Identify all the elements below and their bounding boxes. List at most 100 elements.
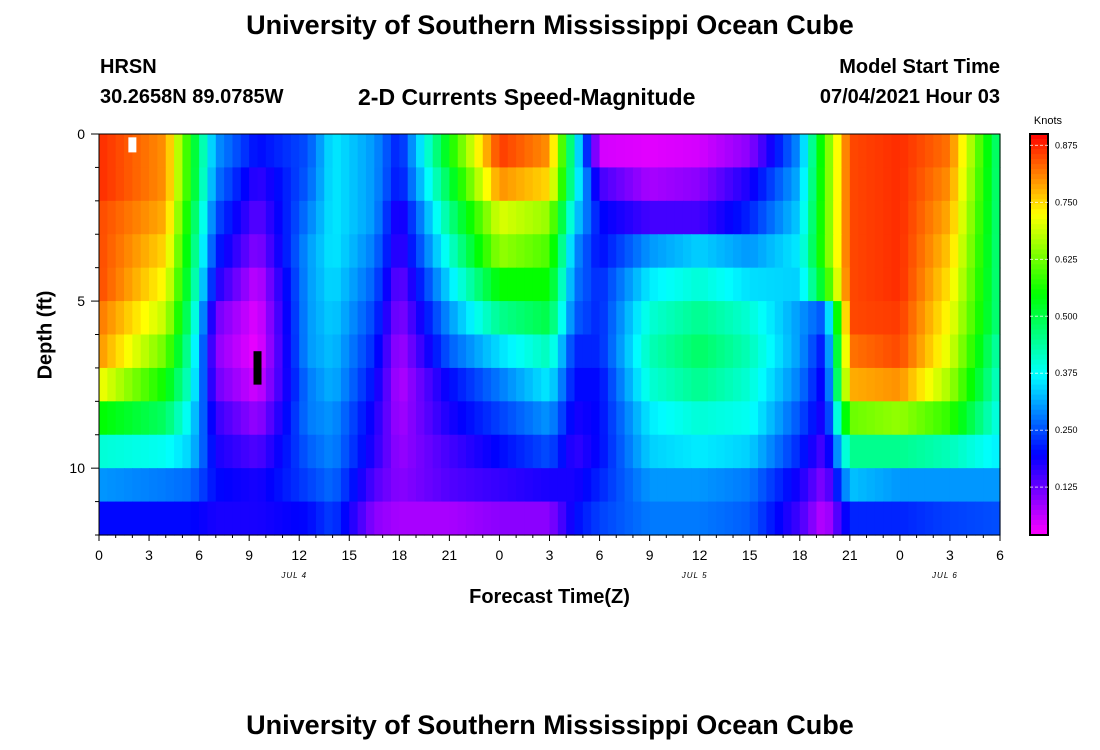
heatmap-cell	[132, 134, 142, 169]
heatmap-cell	[232, 401, 242, 436]
heatmap-cell	[758, 301, 767, 336]
heatmap-cell	[532, 267, 542, 302]
heatmap-cell	[115, 234, 125, 269]
heatmap-cell	[516, 200, 526, 235]
heatmap-cell	[340, 200, 350, 235]
heatmap-cell	[349, 334, 359, 369]
heatmap-cell	[365, 401, 375, 436]
heatmap-cell	[983, 468, 993, 503]
heatmap-cell	[482, 434, 492, 469]
heatmap-cell	[891, 301, 901, 336]
heatmap-cell	[716, 401, 726, 436]
heatmap-cell	[132, 334, 142, 369]
heatmap-cell	[224, 468, 234, 503]
heatmap-cell	[457, 167, 467, 202]
heatmap-cell	[733, 234, 742, 269]
heatmap-cell	[874, 134, 884, 169]
station-label: HRSN	[100, 56, 157, 78]
heatmap-cell	[808, 334, 818, 369]
heatmap-cell	[374, 134, 384, 169]
heatmap-cell	[849, 367, 859, 402]
heatmap-cell	[140, 434, 150, 469]
heatmap-cell	[816, 501, 826, 536]
heatmap-cell	[466, 234, 476, 269]
colorbar-segment	[1030, 219, 1048, 225]
heatmap-cell	[190, 234, 200, 269]
heatmap-cell	[274, 301, 284, 336]
colorbar-segment	[1030, 474, 1048, 481]
heatmap-cell	[174, 468, 184, 503]
heatmap-cell	[774, 468, 784, 503]
heatmap-cell	[716, 334, 726, 369]
heatmap-cell	[382, 134, 392, 169]
heatmap-cell	[232, 200, 242, 235]
heatmap-cell	[916, 167, 926, 202]
heatmap-cell	[833, 200, 843, 235]
heatmap-cell	[182, 234, 192, 269]
heatmap-cell	[532, 367, 542, 402]
heatmap-cell	[699, 267, 709, 302]
heatmap-cell	[557, 367, 567, 402]
heatmap-cell	[966, 501, 976, 536]
colorbar-segment	[1030, 384, 1048, 391]
heatmap-cell	[858, 468, 868, 503]
heatmap-cell	[265, 134, 275, 169]
heatmap-cell	[774, 234, 784, 269]
heatmap-cell	[566, 167, 576, 202]
heatmap-cell	[282, 468, 292, 503]
heatmap-cell	[340, 134, 350, 169]
heatmap-cell	[691, 167, 701, 202]
heatmap-cell	[249, 167, 259, 202]
heatmap-cell	[132, 434, 142, 469]
heatmap-cell	[883, 267, 893, 302]
heatmap-cell	[783, 301, 793, 336]
heatmap-cell	[232, 301, 242, 336]
heatmap-cell	[357, 200, 367, 235]
heatmap-cell	[165, 134, 175, 169]
heatmap-cell	[607, 501, 617, 536]
heatmap-cell	[708, 434, 717, 469]
x-axis-title: Forecast Time(Z)	[469, 586, 630, 608]
heatmap-cell	[499, 401, 509, 436]
heatmap-cell	[883, 167, 893, 202]
colorbar-segment	[1030, 344, 1048, 351]
heatmap-cell	[482, 301, 492, 336]
heatmap-cell	[507, 468, 517, 503]
heatmap-cell	[299, 267, 309, 302]
heatmap-cell	[466, 401, 476, 436]
heatmap-cell	[841, 401, 851, 436]
heatmap-cell	[190, 401, 200, 436]
heatmap-cell	[282, 234, 292, 269]
heatmap-cell	[290, 301, 300, 336]
heatmap-cell	[641, 401, 651, 436]
heatmap-cell	[482, 200, 492, 235]
heatmap-cell	[349, 434, 359, 469]
heatmap-cell	[474, 401, 484, 436]
heatmap-cell	[190, 434, 200, 469]
heatmap-cell	[457, 401, 467, 436]
heatmap-cell	[983, 334, 993, 369]
heatmap-cell	[474, 267, 484, 302]
heatmap-cell	[949, 301, 959, 336]
heatmap-cell	[599, 334, 609, 369]
heatmap-cell	[799, 434, 809, 469]
y-tick-label: 5	[77, 293, 85, 309]
heatmap-cell	[666, 334, 676, 369]
heatmap-cell	[482, 501, 492, 536]
heatmap-cell	[908, 367, 918, 402]
heatmap-cell	[649, 200, 659, 235]
heatmap-cell	[874, 301, 884, 336]
colorbar-segment	[1030, 349, 1048, 356]
heatmap-cell	[924, 434, 934, 469]
heatmap-cell	[924, 234, 934, 269]
heatmap-cell	[432, 134, 442, 169]
heatmap-cell	[374, 267, 384, 302]
heatmap-cell	[524, 334, 534, 369]
heatmap-cell	[766, 367, 776, 402]
heatmap-cell	[841, 134, 851, 169]
heatmap-cell	[290, 468, 300, 503]
heatmap-cell	[582, 334, 592, 369]
colorbar-tick-label: 0.625	[1055, 254, 1078, 264]
heatmap-cell	[841, 367, 851, 402]
heatmap-cell	[332, 134, 342, 169]
